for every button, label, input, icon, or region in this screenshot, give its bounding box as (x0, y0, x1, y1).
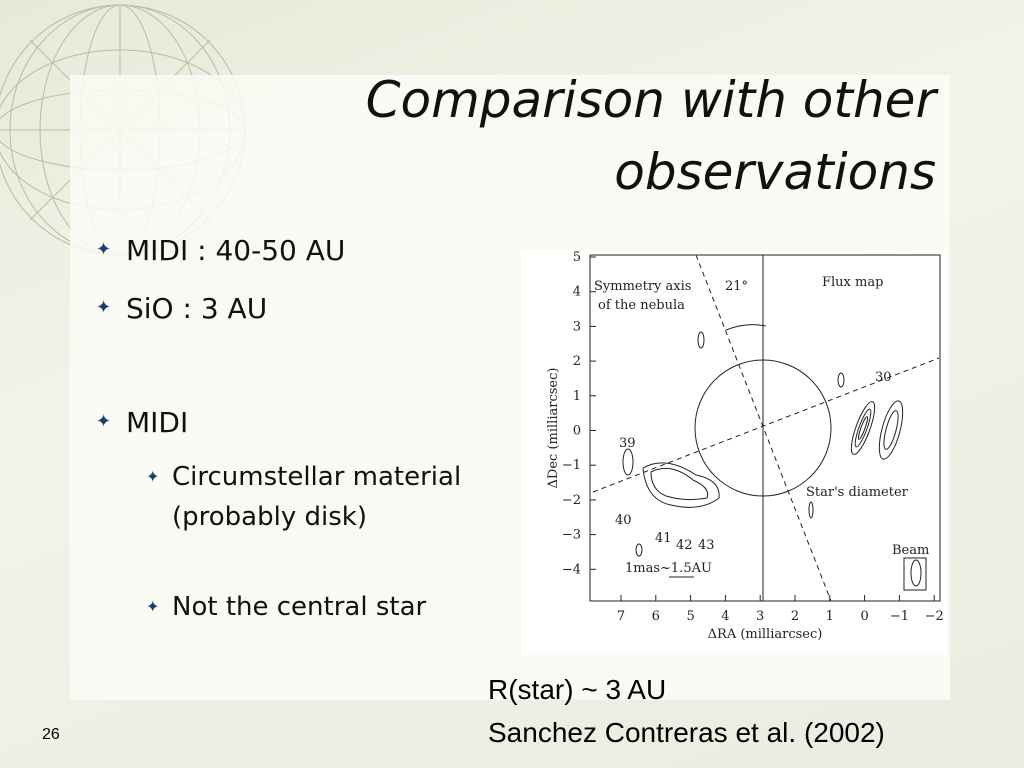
y-tick-label: 1 (573, 389, 581, 404)
x-tick-label: 7 (617, 609, 625, 624)
x-tick-label: 6 (652, 609, 660, 624)
sub-bullet: Not the central star (146, 587, 472, 627)
slide-title: Comparison with other observations (366, 64, 936, 208)
bullet: MIDI : 40-50 AU (96, 234, 345, 267)
contour-label: 41 (655, 531, 672, 546)
y-axis-label: ΔDec (milliarcsec) (546, 368, 561, 489)
y-tick-label: 5 (573, 250, 581, 265)
y-tick-label: −3 (562, 528, 581, 543)
x-tick-label: 2 (791, 609, 799, 624)
y-tick-label: 2 (573, 354, 581, 369)
x-tick-label: 4 (721, 609, 729, 624)
caption: R(star) ~ 3 AU (488, 674, 667, 705)
x-tick-label: 0 (860, 609, 868, 624)
bullet: MIDI (96, 406, 188, 439)
x-tick-label: 3 (756, 609, 764, 624)
annotation: Symmetry axis (594, 279, 691, 294)
bullet: SiO : 3 AU (96, 292, 267, 325)
annotation: Flux map (822, 275, 883, 290)
star-circle (694, 359, 832, 497)
sub-bullet: Circumstellar material (probably disk) (146, 457, 472, 537)
symmetry-axis (695, 254, 832, 602)
x-tick-label: 5 (686, 609, 694, 624)
y-tick-label: 0 (573, 424, 581, 439)
annotation: 21° (725, 279, 748, 294)
annotation: of the nebula (598, 298, 685, 313)
disk-axis (592, 357, 940, 493)
y-tick-label: −4 (562, 562, 581, 577)
contour-label: 40 (615, 513, 632, 528)
x-tick-label: 1 (826, 609, 834, 624)
contour-label: 30 (875, 370, 892, 385)
annotation: 1mas~1.5AU (625, 561, 712, 576)
contour-label: 39 (619, 436, 636, 451)
y-tick-label: 4 (573, 285, 581, 300)
x-axis-label: ΔRA (milliarcsec) (708, 627, 823, 642)
page-number: 26 (42, 726, 60, 743)
y-tick-label: −1 (562, 458, 581, 473)
annotation: Star's diameter (806, 485, 909, 500)
figure: 5 4 3 2 1 0 −1 −2 −3 −4 7 6 5 4 3 2 1 0 −1 −2 ΔRA (milliarcs… (521, 250, 947, 655)
angle-arc (725, 324, 767, 331)
x-tick-label: −1 (890, 609, 909, 624)
annotation: Beam (892, 543, 929, 558)
contour-label: 43 (698, 538, 715, 553)
title-line: Comparison with other (365, 71, 936, 129)
x-tick-label: −2 (925, 609, 944, 624)
contours (622, 331, 927, 591)
title-line: observations (614, 143, 936, 201)
y-tick-label: −2 (562, 493, 581, 508)
plot-frame (589, 254, 941, 602)
contour-label: 42 (676, 538, 693, 553)
y-tick-label: 3 (573, 319, 581, 334)
caption: Sanchez Contreras et al. (2002) (488, 717, 885, 748)
